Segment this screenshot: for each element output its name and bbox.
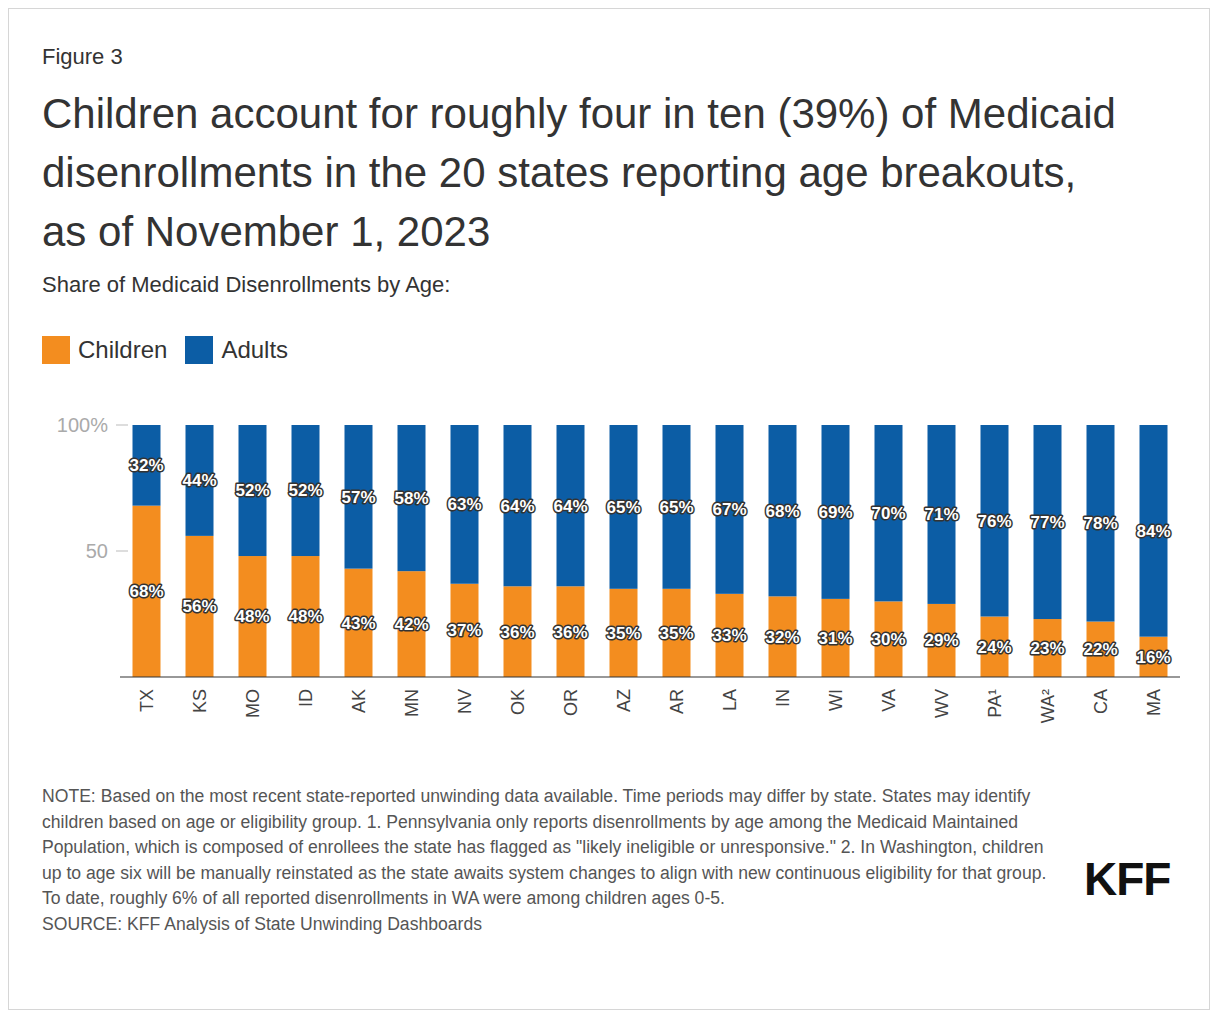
x-tick-label: WA² — [1038, 689, 1058, 723]
data-labels: 68% 32% 56% 44% 48% 52% 48% 52% 43% 57% 42% 58% 37% 6… — [129, 456, 1170, 667]
legend-item: Children — [42, 336, 167, 364]
title: Children account for roughly four in ten… — [42, 84, 1132, 261]
x-tick-label: LA — [720, 689, 740, 711]
data-label: 76% — [977, 512, 1011, 531]
legend: Children Adults — [42, 336, 306, 364]
x-tick-label: MA — [1144, 689, 1164, 716]
y-axis: 50 100% — [57, 414, 128, 562]
x-tick-label: OR — [561, 689, 581, 716]
y-tick-label: 100% — [57, 414, 108, 436]
data-label: 65% — [606, 498, 640, 517]
x-axis-line — [120, 676, 1180, 677]
x-tick-label: AZ — [614, 689, 634, 712]
legend-label: Adults — [221, 336, 288, 364]
data-label: 42% — [394, 615, 428, 634]
x-tick-label: ID — [296, 689, 316, 707]
y-tick — [116, 551, 128, 552]
data-label: 35% — [606, 624, 640, 643]
data-label: 64% — [553, 497, 587, 516]
data-label: 36% — [553, 623, 587, 642]
x-tick-label: MN — [402, 689, 422, 717]
legend-label: Children — [78, 336, 167, 364]
notes: NOTE: Based on the most recent state-rep… — [42, 784, 1052, 937]
data-label: 63% — [447, 495, 481, 514]
data-label: 48% — [288, 607, 322, 626]
source: SOURCE: KFF Analysis of State Unwinding … — [42, 912, 1052, 938]
data-label: 78% — [1083, 514, 1117, 533]
x-tick-label: AR — [667, 689, 687, 714]
data-label: 32% — [765, 628, 799, 647]
data-label: 23% — [1030, 639, 1064, 658]
x-tick-label: CA — [1091, 689, 1111, 714]
data-label: 33% — [712, 626, 746, 645]
data-label: 37% — [447, 621, 481, 640]
data-label: 29% — [924, 631, 958, 650]
x-tick-label: PA¹ — [985, 689, 1005, 718]
x-tick-label: WI — [826, 689, 846, 711]
y-tick — [116, 425, 128, 426]
data-label: 71% — [924, 505, 958, 524]
data-label: 48% — [235, 607, 269, 626]
data-label: 77% — [1030, 513, 1064, 532]
data-label: 22% — [1083, 640, 1117, 659]
data-label: 30% — [871, 630, 905, 649]
x-axis: TX KS MO ID AK MN NV OK OR AZ AR LA IN WI VA WV PA¹ WA² CA… — [137, 689, 1164, 723]
legend-item: Adults — [185, 336, 288, 364]
chart: 50 100% TX KS MO ID AK MN NV OK OR AZ AR LA IN WI VA WV PA… — [0, 0, 1220, 1020]
data-label: 58% — [394, 489, 428, 508]
logo: KFF — [1084, 852, 1170, 906]
data-label: 65% — [659, 498, 693, 517]
data-label: 67% — [712, 500, 746, 519]
data-label: 57% — [341, 488, 375, 507]
data-label: 70% — [871, 504, 905, 523]
x-tick-label: WV — [932, 689, 952, 718]
x-tick-label: IN — [773, 689, 793, 707]
data-label: 24% — [977, 638, 1011, 657]
legend-swatch — [42, 336, 70, 364]
data-label: 84% — [1136, 522, 1170, 541]
x-tick-label: AK — [349, 689, 369, 713]
data-label: 52% — [288, 481, 322, 500]
y-tick-label: 50 — [86, 540, 108, 562]
bars — [133, 425, 1168, 677]
figure-label: Figure 3 — [42, 44, 123, 70]
legend-swatch — [185, 336, 213, 364]
data-label: 16% — [1136, 648, 1170, 667]
data-label: 52% — [235, 481, 269, 500]
x-tick-label: VA — [879, 689, 899, 712]
subtitle: Share of Medicaid Disenrollments by Age: — [42, 272, 450, 298]
data-label: 43% — [341, 614, 375, 633]
note: NOTE: Based on the most recent state-rep… — [42, 784, 1052, 912]
x-tick-label: KS — [190, 689, 210, 713]
x-tick-label: TX — [137, 689, 157, 712]
data-label: 68% — [129, 582, 163, 601]
data-label: 68% — [765, 502, 799, 521]
x-tick-label: OK — [508, 689, 528, 715]
data-label: 32% — [129, 456, 163, 475]
data-label: 44% — [182, 471, 216, 490]
data-label: 64% — [500, 497, 534, 516]
x-tick-label: MO — [243, 689, 263, 718]
data-label: 35% — [659, 624, 693, 643]
data-label: 31% — [818, 629, 852, 648]
data-label: 56% — [182, 597, 216, 616]
data-label: 69% — [818, 503, 852, 522]
data-label: 36% — [500, 623, 534, 642]
x-tick-label: NV — [455, 689, 475, 714]
